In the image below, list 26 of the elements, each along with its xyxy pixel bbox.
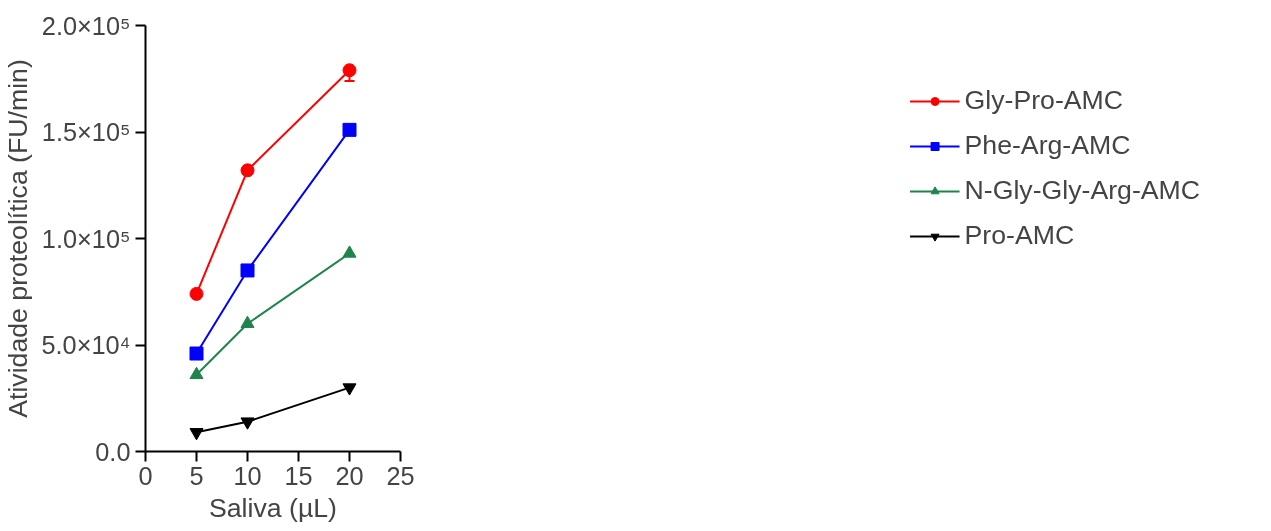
x-tick-label: 5: [189, 461, 204, 490]
y-tick-label: 5.0×10⁴: [41, 331, 131, 359]
y-tick-label: 0.0: [95, 437, 131, 466]
legend-label: N-Gly-Gly-Arg-AMC: [964, 175, 1200, 206]
point: [189, 346, 204, 361]
point: [240, 163, 255, 178]
x-tick-label: 0: [138, 461, 153, 490]
point: [240, 417, 255, 430]
point: [189, 286, 204, 301]
x-axis-title: Saliva (µL): [209, 492, 337, 523]
legend-label: Phe-Arg-AMC: [964, 130, 1131, 161]
x-tick-label: 15: [284, 461, 313, 490]
point: [342, 63, 357, 78]
point: [240, 263, 255, 278]
y-axis-title: Atividade proteolítica (FU/min): [3, 59, 34, 418]
legend-label: Gly-Pro-AMC: [964, 85, 1124, 116]
y-tick-label: 1.0×10⁵: [41, 224, 131, 253]
legend-label: Pro-AMC: [964, 220, 1075, 251]
x-tick-label: 20: [335, 461, 364, 490]
y-tick-label: 1.5×10⁵: [41, 118, 131, 146]
point: [189, 428, 204, 441]
x-tick-label: 25: [386, 461, 415, 490]
y-tick-label: 2.0×10⁵: [41, 11, 131, 40]
x-tick-label: 10: [233, 461, 262, 490]
point: [342, 383, 357, 396]
point: [342, 122, 357, 137]
